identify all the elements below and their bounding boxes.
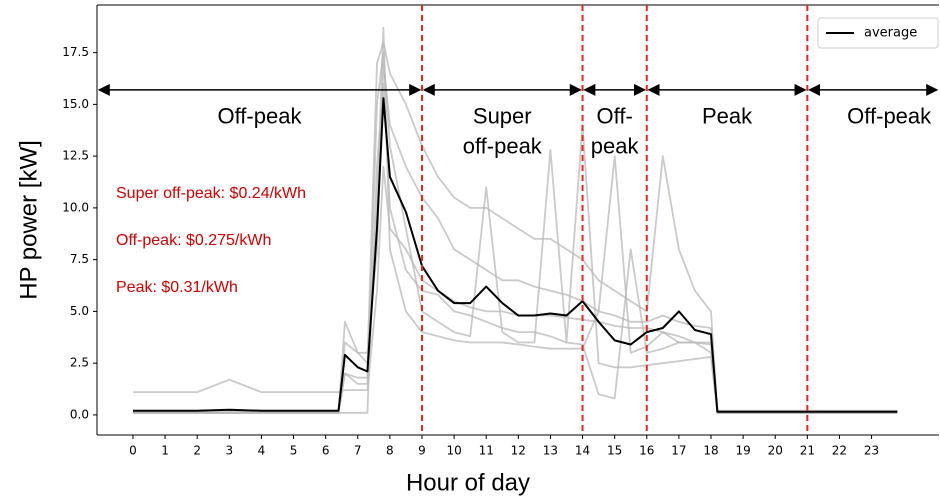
legend-label: average: [864, 26, 917, 41]
x-tick-label: 9: [418, 444, 426, 458]
x-tick-label: 8: [386, 444, 394, 458]
x-tick-label: 13: [543, 444, 558, 458]
x-tick-label: 1: [161, 444, 169, 458]
y-axis-label: HP power [kW]: [15, 140, 42, 300]
profile-line: [133, 26, 898, 414]
legend-box: [817, 17, 939, 49]
x-tick-label: 17: [671, 444, 686, 458]
y-tick-label: 15.0: [62, 97, 89, 111]
period-label: Peak: [702, 104, 753, 129]
x-tick-label: 18: [703, 444, 718, 458]
y-tick-label: 7.5: [70, 252, 89, 266]
period-label: Off-: [597, 104, 633, 129]
x-tick-label: 11: [479, 444, 494, 458]
x-tick-label: 19: [735, 444, 750, 458]
period-label: peak: [591, 134, 640, 159]
x-tick-label: 10: [446, 444, 461, 458]
average-line: [133, 97, 898, 413]
x-tick-label: 3: [225, 444, 233, 458]
x-tick-label: 22: [832, 444, 847, 458]
profile-line: [133, 165, 898, 412]
x-tick-label: 14: [575, 444, 590, 458]
period-label: Off-peak: [217, 104, 302, 129]
x-tick-label: 0: [129, 444, 137, 458]
x-tick-label: 16: [639, 444, 654, 458]
period-label: off-peak: [463, 134, 543, 159]
y-tick-label: 2.5: [70, 356, 89, 370]
period-label: Super: [473, 104, 532, 129]
x-tick-label: 20: [768, 444, 783, 458]
x-axis-label: Hour of day: [406, 469, 530, 496]
x-tick-label: 4: [258, 444, 266, 458]
period-label: Off-peak: [847, 104, 932, 129]
x-tick-label: 2: [193, 444, 201, 458]
x-tick-label: 23: [864, 444, 879, 458]
x-tick-label: 5: [290, 444, 298, 458]
x-tick-label: 7: [354, 444, 362, 458]
y-tick-label: 5.0: [70, 304, 89, 318]
x-tick-label: 6: [322, 444, 330, 458]
y-tick-label: 17.5: [62, 45, 89, 59]
y-tick-label: 0.0: [70, 407, 89, 421]
price-note: Peak: $0.31/kWh: [116, 279, 238, 296]
y-tick-label: 10.0: [62, 200, 89, 214]
y-tick-label: 12.5: [62, 149, 89, 163]
x-tick-label: 21: [800, 444, 815, 458]
price-note: Super off-peak: $0.24/kWh: [116, 185, 306, 202]
x-tick-label: 15: [607, 444, 622, 458]
plot-area: [133, 26, 898, 414]
price-note: Off-peak: $0.275/kWh: [116, 232, 271, 249]
profile-line: [133, 41, 898, 414]
x-tick-label: 12: [511, 444, 526, 458]
